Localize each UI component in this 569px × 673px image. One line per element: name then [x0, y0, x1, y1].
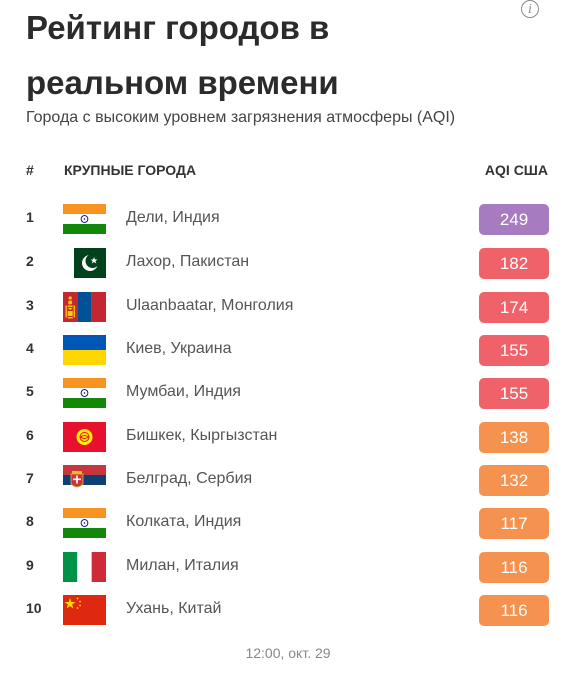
italy-flag-icon [63, 552, 106, 582]
list-item[interactable]: 7 Белград, Сербия 132 [0, 460, 569, 500]
ukraine-flag-icon [63, 335, 106, 365]
aqi-badge: 138 [479, 422, 549, 453]
city-name[interactable]: Белград, Сербия [126, 470, 253, 487]
india-flag-icon [63, 378, 106, 408]
info-icon[interactable]: i [521, 0, 539, 18]
rank-number: 3 [26, 297, 34, 313]
update-timestamp: 12:00, окт. 29 [245, 645, 331, 661]
rank-column-header: # [26, 162, 34, 178]
aqi-badge: 155 [479, 378, 549, 409]
city-name[interactable]: Ухань, Китай [126, 600, 222, 617]
list-item[interactable]: 6 Бишкек, Кыргызстан 138 [0, 417, 569, 457]
mongolia-flag-icon [63, 292, 106, 322]
city-name[interactable]: Колката, Индия [126, 513, 242, 530]
city-name[interactable]: Лахор, Пакистан [126, 253, 250, 270]
rank-number: 2 [26, 253, 34, 269]
rank-number: 6 [26, 427, 34, 443]
aqi-badge: 116 [479, 595, 549, 626]
aqi-badge: 132 [479, 465, 549, 496]
rank-number: 1 [26, 209, 34, 225]
city-name[interactable]: Милан, Италия [126, 557, 239, 574]
india-flag-icon [63, 508, 106, 538]
city-name[interactable]: Киев, Украина [126, 340, 232, 357]
list-item[interactable]: 8 Колката, Индия 117 [0, 503, 569, 543]
list-item[interactable]: 5 Мумбаи, Индия 155 [0, 373, 569, 413]
rank-number: 8 [26, 513, 34, 529]
page-title: Рейтинг городов в реальном времени [26, 9, 339, 101]
list-item[interactable]: 2 Лахор, Пакистан 182 [0, 243, 569, 283]
list-item[interactable]: 9 Милан, Италия 116 [0, 547, 569, 587]
aqi-badge: 155 [479, 335, 549, 366]
rank-number: 5 [26, 383, 34, 399]
list-item[interactable]: 3 Ulaanbaatar, Монголия 174 [0, 287, 569, 327]
india-flag-icon [63, 204, 106, 234]
aqi-badge: 249 [479, 204, 549, 235]
kyrgyzstan-flag-icon [63, 422, 106, 452]
list-item[interactable]: 1 Дели, Индия 249 [0, 199, 569, 239]
city-name[interactable]: Мумбаи, Индия [126, 383, 241, 400]
city-name[interactable]: Дели, Индия [126, 209, 220, 226]
table-header: # КРУПНЫЕ ГОРОДА AQI США [0, 160, 569, 182]
serbia-flag-icon [63, 465, 106, 495]
page-subtitle: Города с высоким уровнем загрязнения атм… [26, 109, 456, 126]
rank-number: 7 [26, 470, 34, 486]
aqi-badge: 182 [479, 248, 549, 279]
aqi-badge: 116 [479, 552, 549, 583]
rank-number: 9 [26, 557, 34, 573]
city-column-header: КРУПНЫЕ ГОРОДА [64, 162, 197, 178]
pakistan-flag-icon [63, 248, 106, 278]
list-item[interactable]: 10 Ухань, Китай 116 [0, 590, 569, 630]
china-flag-icon [63, 595, 106, 625]
rank-number: 4 [26, 340, 34, 356]
aqi-badge: 174 [479, 292, 549, 323]
city-name[interactable]: Ulaanbaatar, Монголия [126, 297, 294, 314]
rank-number: 10 [26, 600, 42, 616]
city-name[interactable]: Бишкек, Кыргызстан [126, 427, 278, 444]
aqi-column-header: AQI США [484, 162, 548, 178]
aqi-badge: 117 [479, 508, 549, 539]
list-item[interactable]: 4 Киев, Украина 155 [0, 330, 569, 370]
